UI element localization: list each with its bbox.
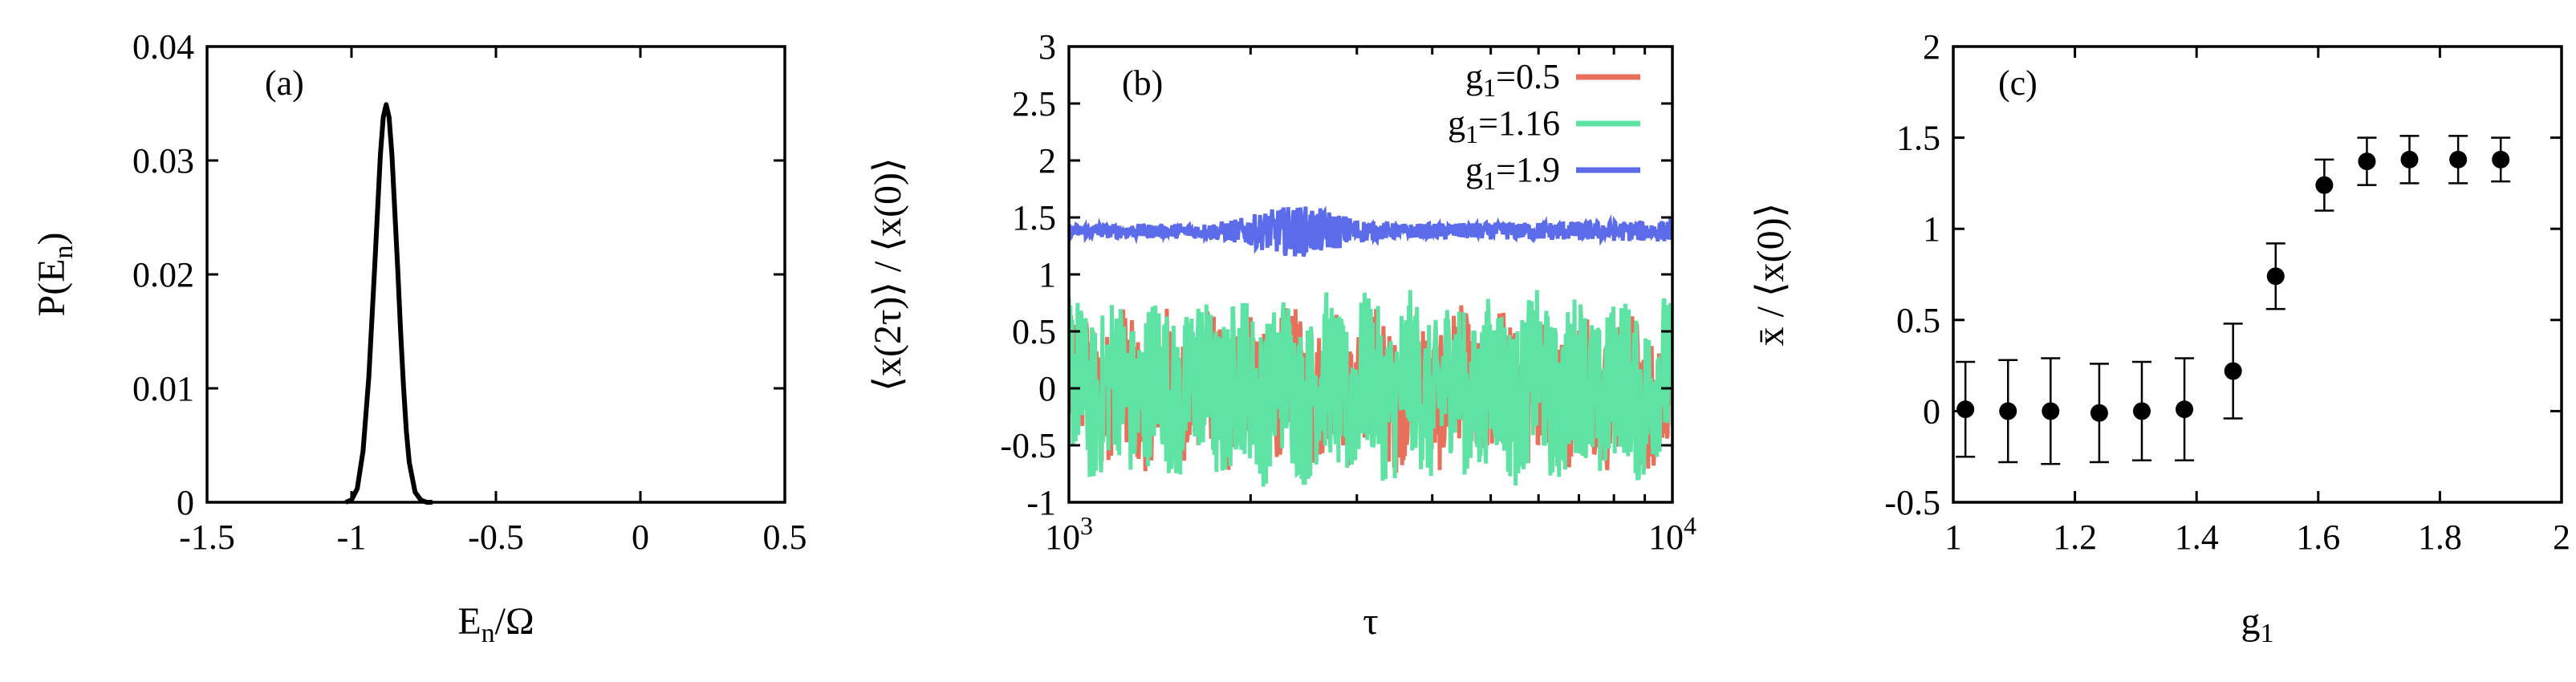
y-tick-label: 1 (1923, 209, 1940, 249)
data-point (2492, 150, 2510, 168)
x-tick-label: 0.5 (763, 518, 807, 557)
panel-a-ticks: -1.5 -1 -0.5 0 0.5 0 0.01 0.02 0.03 0.04 (132, 27, 807, 557)
y-tick-label: 1.5 (1896, 119, 1940, 158)
legend-label: g1=0.5 (1465, 57, 1560, 102)
y-tick-label: 2 (1923, 27, 1940, 67)
panel-b-label: (b) (1122, 63, 1163, 103)
data-point (1999, 402, 2017, 420)
x-tick-label: -1 (337, 518, 367, 557)
y-tick-label: 0 (1923, 392, 1940, 431)
data-point (2449, 150, 2468, 168)
legend-label: g1=1.9 (1465, 150, 1560, 195)
panel-c-ticks: 1 1.2 1.4 1.6 1.8 2 -0.5 0 0.5 1 1.5 2 (1884, 27, 2570, 557)
panel-a-series (344, 102, 433, 505)
panel-b-series (1069, 205, 1672, 487)
data-point (2266, 267, 2285, 286)
x-tick-label: 1.4 (2175, 518, 2219, 557)
y-tick-label: -1 (1026, 483, 1056, 522)
panel-a-frame (205, 45, 786, 504)
x-tick-label: -0.5 (468, 518, 524, 557)
y-tick-label: 2 (1038, 141, 1056, 181)
x-tick-label: 0 (632, 518, 649, 557)
data-point (2090, 404, 2108, 422)
data-point (2042, 402, 2060, 420)
panel-a-ylabel: P(En) (30, 233, 79, 317)
x-tick-label: 103 (1045, 511, 1093, 557)
series-line-g1=1.16 (1069, 290, 1672, 487)
y-tick-label: -0.5 (1884, 483, 1940, 522)
data-point (2224, 362, 2242, 380)
y-tick-label: 0.02 (132, 255, 194, 294)
y-tick-label: 1 (1038, 255, 1056, 294)
y-tick-label: 1.5 (1012, 198, 1056, 237)
y-tick-label: 0.5 (1896, 301, 1940, 340)
x-tick-label: 104 (1648, 511, 1696, 557)
panel-a-xlabel: En/Ω (457, 600, 534, 648)
panel-c-series (1956, 135, 2511, 465)
y-tick-label: 0 (177, 483, 194, 522)
y-tick-label: 0.01 (132, 369, 194, 408)
x-tick-label: 1 (1944, 518, 1962, 557)
panel-c-xlabel: g1 (2241, 600, 2274, 648)
panel-c: 1 1.2 1.4 1.6 1.8 2 -0.5 0 0.5 1 1.5 2 (c) g1 x̄ / … (1749, 27, 2570, 648)
y-tick-label: 3 (1038, 27, 1056, 67)
x-tick-label: 1.2 (2053, 518, 2097, 557)
data-point (2400, 150, 2419, 168)
data-point (2132, 402, 2151, 420)
panel-c-label: (c) (1998, 63, 2038, 103)
panel-b-ylabel: ⟨x(2τ)⟩ / ⟨x(0)⟩ (867, 157, 909, 391)
panel-a-label: (a) (265, 63, 304, 103)
y-tick-label: 2.5 (1012, 84, 1056, 124)
x-tick-label: 1.8 (2418, 518, 2462, 557)
x-tick-label: 1.6 (2296, 518, 2340, 557)
y-tick-label: 0 (1038, 369, 1056, 408)
x-tick-label: -1.5 (179, 518, 235, 557)
distribution-curve (344, 102, 433, 505)
data-point (2176, 400, 2194, 419)
y-tick-label: -0.5 (1000, 426, 1056, 465)
data-point (2358, 152, 2376, 171)
data-point (2315, 176, 2334, 194)
panel-b-xlabel: τ (1363, 600, 1378, 643)
panel-b-ticks: -1 -0.5 0 0.5 1 1.5 2 2.5 3 103 104 (1000, 27, 1696, 557)
data-point (1956, 400, 1975, 419)
legend-label: g1=1.16 (1448, 104, 1560, 148)
panel-c-ylabel: x̄ / ⟨x(0)⟩ (1749, 203, 1792, 347)
series-line-g1=1.9 (1069, 205, 1672, 258)
panel-c-frame (1952, 45, 2563, 504)
y-tick-label: 0.04 (132, 27, 194, 67)
y-tick-label: 0.03 (132, 141, 194, 181)
y-tick-label: 0.5 (1012, 312, 1056, 351)
panel-a: -1.5 -1 -0.5 0 0.5 0 0.01 0.02 0.03 0.04 (a) En/Ω… (30, 27, 807, 648)
x-tick-label: 2 (2553, 518, 2570, 557)
